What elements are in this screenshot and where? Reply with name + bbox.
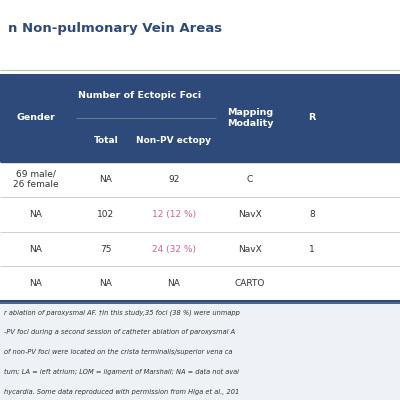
Text: 69 male/
26 female: 69 male/ 26 female xyxy=(13,169,59,190)
Text: 1: 1 xyxy=(309,244,315,254)
Text: NavX: NavX xyxy=(238,210,262,219)
Text: Mapping
Modality: Mapping Modality xyxy=(227,108,273,128)
Text: r ablation of paroxysmal AF. †In this study,35 foci (38 %) were unmapp: r ablation of paroxysmal AF. †In this st… xyxy=(4,309,240,316)
Text: 92: 92 xyxy=(168,175,180,184)
Text: NA: NA xyxy=(30,244,42,254)
Text: -PV foci during a second session of catheter ablation of paroxysmal A: -PV foci during a second session of cath… xyxy=(4,329,235,335)
Text: NA: NA xyxy=(100,279,112,288)
Bar xyxy=(0,162,400,197)
Bar xyxy=(0,303,400,400)
Text: 8: 8 xyxy=(309,210,315,219)
Text: NA: NA xyxy=(100,175,112,184)
Text: NA: NA xyxy=(30,279,42,288)
Bar xyxy=(0,74,400,162)
Text: tum; LA = left atrium; LOM = ligament of Marshall; NA = data not avai: tum; LA = left atrium; LOM = ligament of… xyxy=(4,369,239,375)
Bar xyxy=(0,266,400,301)
Text: Total: Total xyxy=(94,136,118,144)
Text: Number of Ectopic Foci: Number of Ectopic Foci xyxy=(78,92,202,100)
Text: NA: NA xyxy=(168,279,180,288)
Text: hycardia. Some data reproduced with permission from Higa et al., 201: hycardia. Some data reproduced with perm… xyxy=(4,389,239,395)
Text: NavX: NavX xyxy=(238,244,262,254)
Text: of non-PV foci were located on the crista terminalis/superior vena ca: of non-PV foci were located on the crist… xyxy=(4,349,232,355)
Text: CARTO: CARTO xyxy=(235,279,265,288)
Text: Gender: Gender xyxy=(16,114,56,122)
Text: 102: 102 xyxy=(98,210,114,219)
Text: n Non-pulmonary Vein Areas: n Non-pulmonary Vein Areas xyxy=(8,22,222,35)
Text: 24 (32 %): 24 (32 %) xyxy=(152,244,196,254)
Text: NA: NA xyxy=(30,210,42,219)
Text: Non-PV ectopy: Non-PV ectopy xyxy=(136,136,212,144)
Bar xyxy=(0,197,400,232)
Text: 12 (12 %): 12 (12 %) xyxy=(152,210,196,219)
Text: 75: 75 xyxy=(100,244,112,254)
Text: C: C xyxy=(247,175,253,184)
Bar xyxy=(0,232,400,266)
Text: R: R xyxy=(308,114,316,122)
